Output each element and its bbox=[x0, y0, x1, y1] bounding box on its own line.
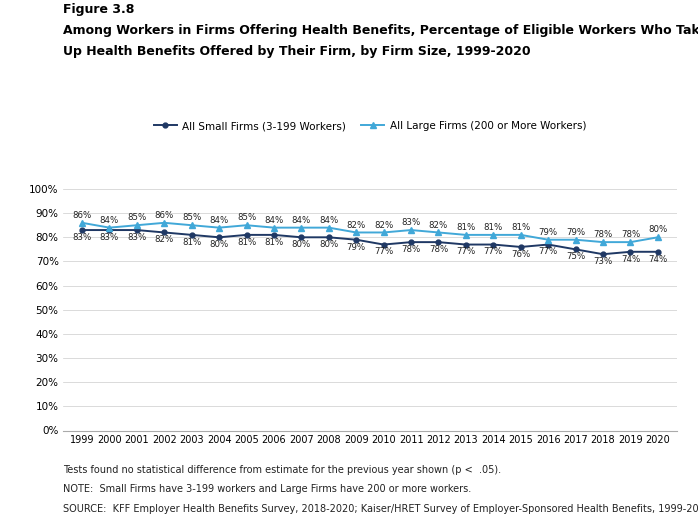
Text: Up Health Benefits Offered by Their Firm, by Firm Size, 1999-2020: Up Health Benefits Offered by Their Firm… bbox=[63, 45, 530, 58]
Text: 79%: 79% bbox=[566, 228, 585, 237]
All Small Firms (3-199 Workers) bbox=[380, 242, 388, 248]
Text: 81%: 81% bbox=[265, 238, 283, 247]
Text: 86%: 86% bbox=[155, 211, 174, 220]
Text: 85%: 85% bbox=[127, 213, 147, 222]
All Small Firms (3-199 Workers) bbox=[297, 234, 306, 240]
Text: 82%: 82% bbox=[374, 220, 393, 229]
All Small Firms (3-199 Workers) bbox=[242, 232, 251, 238]
Text: Figure 3.8: Figure 3.8 bbox=[63, 3, 134, 16]
All Large Firms (200 or More Workers) bbox=[325, 225, 333, 231]
Text: 81%: 81% bbox=[456, 223, 475, 232]
All Large Firms (200 or More Workers) bbox=[599, 239, 607, 245]
All Large Firms (200 or More Workers) bbox=[462, 232, 470, 238]
All Large Firms (200 or More Workers) bbox=[297, 225, 306, 231]
Text: 81%: 81% bbox=[237, 238, 256, 247]
All Large Firms (200 or More Workers) bbox=[270, 225, 279, 231]
All Small Firms (3-199 Workers) bbox=[434, 239, 443, 245]
All Small Firms (3-199 Workers) bbox=[160, 229, 168, 236]
Text: 79%: 79% bbox=[347, 243, 366, 251]
All Large Firms (200 or More Workers) bbox=[188, 222, 196, 228]
Legend: All Small Firms (3-199 Workers), All Large Firms (200 or More Workers): All Small Firms (3-199 Workers), All Lar… bbox=[149, 117, 591, 135]
All Small Firms (3-199 Workers) bbox=[78, 227, 87, 233]
Text: 77%: 77% bbox=[539, 247, 558, 256]
All Small Firms (3-199 Workers) bbox=[325, 234, 333, 240]
Text: 85%: 85% bbox=[182, 213, 201, 222]
All Small Firms (3-199 Workers) bbox=[105, 227, 114, 233]
Text: 78%: 78% bbox=[621, 230, 640, 239]
All Small Firms (3-199 Workers) bbox=[133, 227, 141, 233]
All Large Firms (200 or More Workers) bbox=[78, 219, 87, 226]
All Large Firms (200 or More Workers) bbox=[626, 239, 634, 245]
Text: 76%: 76% bbox=[511, 250, 530, 259]
Text: 83%: 83% bbox=[73, 233, 91, 242]
Text: 78%: 78% bbox=[429, 245, 448, 254]
All Small Firms (3-199 Workers) bbox=[215, 234, 223, 240]
Text: 81%: 81% bbox=[511, 223, 530, 232]
All Large Firms (200 or More Workers) bbox=[380, 229, 388, 236]
Text: 80%: 80% bbox=[319, 240, 339, 249]
Text: 73%: 73% bbox=[593, 257, 613, 266]
Text: 84%: 84% bbox=[100, 216, 119, 225]
All Small Firms (3-199 Workers) bbox=[270, 232, 279, 238]
Text: 82%: 82% bbox=[429, 220, 448, 229]
Text: 84%: 84% bbox=[319, 216, 339, 225]
Text: 77%: 77% bbox=[484, 247, 503, 256]
All Small Firms (3-199 Workers) bbox=[544, 242, 552, 248]
Text: Among Workers in Firms Offering Health Benefits, Percentage of Eligible Workers : Among Workers in Firms Offering Health B… bbox=[63, 24, 698, 37]
Text: 74%: 74% bbox=[621, 255, 640, 264]
All Large Firms (200 or More Workers) bbox=[489, 232, 498, 238]
All Large Firms (200 or More Workers) bbox=[407, 227, 415, 233]
Text: 80%: 80% bbox=[648, 225, 667, 234]
Text: 77%: 77% bbox=[456, 247, 475, 256]
All Large Firms (200 or More Workers) bbox=[544, 237, 552, 243]
Text: NOTE:  Small Firms have 3-199 workers and Large Firms have 200 or more workers.: NOTE: Small Firms have 3-199 workers and… bbox=[63, 484, 471, 494]
Line: All Large Firms (200 or More Workers): All Large Firms (200 or More Workers) bbox=[79, 219, 661, 245]
All Large Firms (200 or More Workers) bbox=[242, 222, 251, 228]
All Small Firms (3-199 Workers) bbox=[626, 249, 634, 255]
Text: 84%: 84% bbox=[209, 216, 229, 225]
All Large Firms (200 or More Workers) bbox=[654, 234, 662, 240]
All Large Firms (200 or More Workers) bbox=[352, 229, 360, 236]
Text: 82%: 82% bbox=[347, 220, 366, 229]
All Large Firms (200 or More Workers) bbox=[133, 222, 141, 228]
Text: 83%: 83% bbox=[401, 218, 421, 227]
Text: 84%: 84% bbox=[265, 216, 283, 225]
All Small Firms (3-199 Workers) bbox=[489, 242, 498, 248]
Text: SOURCE:  KFF Employer Health Benefits Survey, 2018-2020; Kaiser/HRET Survey of E: SOURCE: KFF Employer Health Benefits Sur… bbox=[63, 504, 698, 514]
Text: 83%: 83% bbox=[127, 233, 147, 242]
Text: 85%: 85% bbox=[237, 213, 256, 222]
All Large Firms (200 or More Workers) bbox=[572, 237, 580, 243]
Text: 86%: 86% bbox=[73, 211, 91, 220]
Line: All Small Firms (3-199 Workers): All Small Firms (3-199 Workers) bbox=[80, 228, 660, 257]
All Small Firms (3-199 Workers) bbox=[517, 244, 525, 250]
Text: 78%: 78% bbox=[401, 245, 421, 254]
Text: Tests found no statistical difference from estimate for the previous year shown : Tests found no statistical difference fr… bbox=[63, 465, 501, 475]
All Large Firms (200 or More Workers) bbox=[160, 219, 168, 226]
All Small Firms (3-199 Workers) bbox=[572, 246, 580, 253]
Text: 84%: 84% bbox=[292, 216, 311, 225]
Text: 82%: 82% bbox=[155, 235, 174, 244]
Text: 80%: 80% bbox=[209, 240, 229, 249]
Text: 75%: 75% bbox=[566, 253, 585, 261]
Text: 74%: 74% bbox=[648, 255, 667, 264]
Text: 80%: 80% bbox=[292, 240, 311, 249]
All Small Firms (3-199 Workers) bbox=[599, 251, 607, 257]
All Large Firms (200 or More Workers) bbox=[105, 225, 114, 231]
All Small Firms (3-199 Workers) bbox=[352, 237, 360, 243]
Text: 78%: 78% bbox=[593, 230, 613, 239]
Text: 79%: 79% bbox=[539, 228, 558, 237]
All Small Firms (3-199 Workers) bbox=[462, 242, 470, 248]
All Small Firms (3-199 Workers) bbox=[654, 249, 662, 255]
Text: 81%: 81% bbox=[484, 223, 503, 232]
All Large Firms (200 or More Workers) bbox=[215, 225, 223, 231]
All Small Firms (3-199 Workers) bbox=[407, 239, 415, 245]
All Large Firms (200 or More Workers) bbox=[517, 232, 525, 238]
All Large Firms (200 or More Workers) bbox=[434, 229, 443, 236]
Text: 81%: 81% bbox=[182, 238, 201, 247]
All Small Firms (3-199 Workers) bbox=[188, 232, 196, 238]
Text: 83%: 83% bbox=[100, 233, 119, 242]
Text: 77%: 77% bbox=[374, 247, 393, 256]
